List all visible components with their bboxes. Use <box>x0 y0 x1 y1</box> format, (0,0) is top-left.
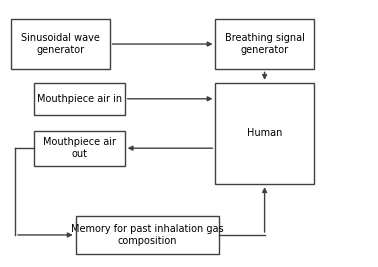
Text: Mouthpiece air
out: Mouthpiece air out <box>43 138 116 159</box>
Text: Memory for past inhalation gas
composition: Memory for past inhalation gas compositi… <box>71 224 224 246</box>
Text: Mouthpiece air in: Mouthpiece air in <box>37 94 122 104</box>
Bar <box>34 83 125 115</box>
Bar <box>215 83 314 184</box>
Bar <box>34 131 125 166</box>
Text: Human: Human <box>247 128 282 139</box>
Text: Sinusoidal wave
generator: Sinusoidal wave generator <box>21 33 100 55</box>
Bar <box>11 19 110 69</box>
Bar <box>215 19 314 69</box>
Text: Breathing signal
generator: Breathing signal generator <box>225 33 305 55</box>
Bar <box>76 216 219 254</box>
